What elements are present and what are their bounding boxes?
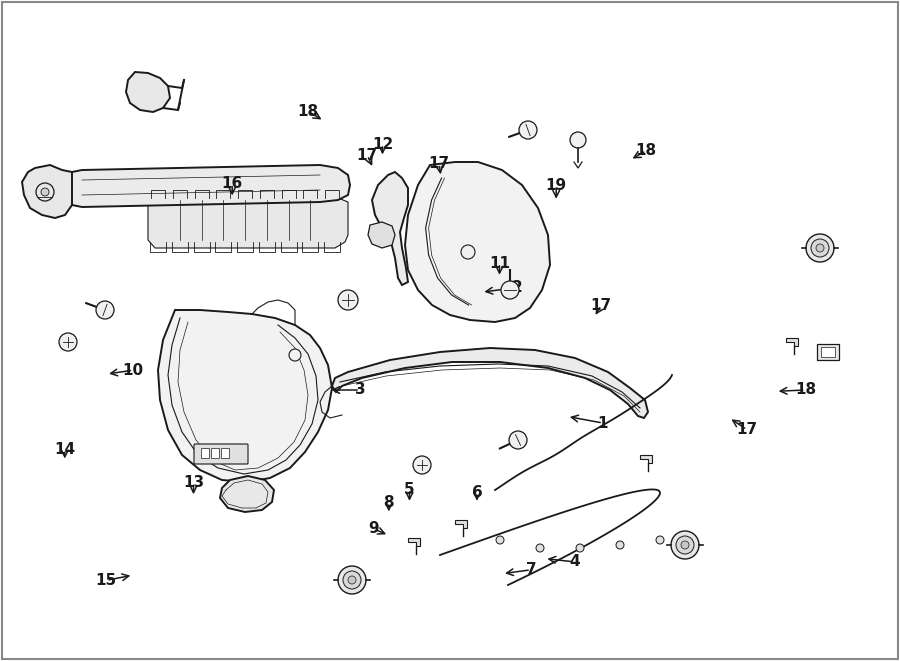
Text: 18: 18: [297, 104, 319, 118]
Bar: [221, 448, 229, 458]
Circle shape: [570, 132, 586, 148]
Circle shape: [656, 536, 664, 544]
Text: 7: 7: [526, 563, 536, 577]
Text: 17: 17: [356, 148, 378, 163]
Circle shape: [616, 541, 624, 549]
Circle shape: [816, 244, 824, 252]
Text: 12: 12: [372, 137, 393, 151]
Text: 15: 15: [95, 573, 117, 588]
Circle shape: [811, 239, 829, 257]
Text: 14: 14: [54, 442, 76, 457]
Circle shape: [59, 333, 77, 351]
Polygon shape: [22, 165, 72, 218]
Polygon shape: [455, 520, 467, 528]
Circle shape: [348, 576, 356, 584]
Text: 2: 2: [512, 280, 523, 295]
Polygon shape: [158, 310, 332, 482]
Text: 10: 10: [122, 363, 144, 377]
Polygon shape: [148, 198, 348, 248]
Polygon shape: [405, 162, 550, 322]
Polygon shape: [220, 476, 274, 512]
Circle shape: [289, 349, 301, 361]
Circle shape: [536, 544, 544, 552]
Text: 5: 5: [404, 482, 415, 496]
Circle shape: [806, 234, 834, 262]
Text: 18: 18: [795, 383, 816, 397]
Polygon shape: [332, 348, 648, 418]
Circle shape: [338, 566, 366, 594]
Circle shape: [501, 281, 519, 299]
Text: 4: 4: [569, 555, 580, 569]
Circle shape: [338, 290, 358, 310]
Text: 19: 19: [545, 178, 567, 192]
Circle shape: [509, 431, 527, 449]
Polygon shape: [62, 165, 350, 207]
Polygon shape: [640, 455, 652, 463]
Circle shape: [576, 544, 584, 552]
Text: 17: 17: [590, 298, 612, 313]
Polygon shape: [368, 222, 395, 248]
Circle shape: [496, 536, 504, 544]
Bar: [201, 448, 209, 458]
Circle shape: [676, 536, 694, 554]
Polygon shape: [372, 172, 408, 285]
Bar: [211, 448, 219, 458]
Bar: [821, 347, 835, 357]
Text: 17: 17: [736, 422, 758, 437]
Circle shape: [343, 571, 361, 589]
Text: 13: 13: [183, 475, 204, 490]
Polygon shape: [126, 72, 170, 112]
Polygon shape: [786, 338, 798, 346]
Text: 9: 9: [368, 522, 379, 536]
Circle shape: [681, 541, 689, 549]
Circle shape: [671, 531, 699, 559]
Circle shape: [413, 456, 431, 474]
Circle shape: [36, 183, 54, 201]
Circle shape: [461, 245, 475, 259]
Text: 6: 6: [472, 485, 482, 500]
Text: 17: 17: [428, 157, 450, 171]
Polygon shape: [408, 538, 420, 546]
Text: 16: 16: [221, 176, 243, 191]
Bar: [817, 344, 839, 360]
Text: 3: 3: [355, 383, 365, 397]
Text: 18: 18: [635, 143, 657, 158]
Text: 8: 8: [383, 495, 394, 510]
Circle shape: [96, 301, 114, 319]
FancyBboxPatch shape: [194, 444, 248, 464]
Circle shape: [519, 121, 537, 139]
Text: 1: 1: [598, 416, 608, 430]
Text: 11: 11: [489, 256, 510, 270]
Circle shape: [41, 188, 49, 196]
